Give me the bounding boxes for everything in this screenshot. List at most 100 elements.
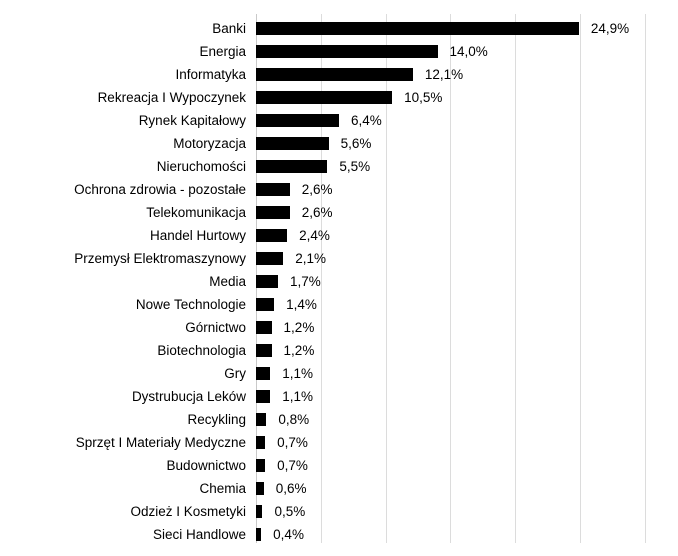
category-label: Rekreacja I Wypoczynek <box>97 90 246 105</box>
bar <box>256 367 271 380</box>
chart-row: Media 1,7% <box>0 270 678 293</box>
value-label: 0,6% <box>275 481 307 496</box>
value-label: 1,1% <box>282 389 314 404</box>
category-label: Rynek Kapitałowy <box>138 113 246 128</box>
bar-cell: 12,1% <box>256 63 678 86</box>
bar-cell: 2,6% <box>256 201 678 224</box>
chart-row: Energia 14,0% <box>0 40 678 63</box>
chart-row: Górnictwo 1,2% <box>0 316 678 339</box>
category-label: Handel Hurtowy <box>149 228 246 243</box>
value-label: 2,6% <box>301 205 333 220</box>
bar <box>256 22 579 35</box>
category-label: Sprzęt I Materiały Medyczne <box>75 435 246 450</box>
bar-cell: 0,6% <box>256 477 678 500</box>
chart-row: Motoryzacja 5,6% <box>0 132 678 155</box>
value-label: 2,6% <box>301 182 333 197</box>
chart-row: Telekomunikacja 2,6% <box>0 201 678 224</box>
value-label: 1,7% <box>290 274 321 289</box>
category-label: Dystrubucja Leków <box>131 389 246 404</box>
chart-row: Dystrubucja Leków 1,1% <box>0 385 678 408</box>
category-label: Nieruchomości <box>156 159 246 174</box>
chart-row: Przemysł Elektromaszynowy 2,1% <box>0 247 678 270</box>
bar <box>256 275 279 288</box>
bar-cell: 0,7% <box>256 454 678 477</box>
chart-row: Gry 1,1% <box>0 362 678 385</box>
value-label: 10,5% <box>404 90 443 105</box>
category-label: Informatyka <box>175 67 246 82</box>
chart-row: Handel Hurtowy 2,4% <box>0 224 678 247</box>
chart-row: Biotechnologia 1,2% <box>0 339 678 362</box>
bar <box>256 459 266 472</box>
value-label: 2,4% <box>299 228 330 243</box>
chart-row: Nieruchomości 5,5% <box>0 155 678 178</box>
chart-row: Sieci Handlowe 0,4% <box>0 523 678 546</box>
bar <box>256 206 290 219</box>
bar-cell: 1,1% <box>256 385 678 408</box>
chart-row: Sprzęt I Materiały Medyczne 0,7% <box>0 431 678 454</box>
category-label: Chemia <box>199 481 246 496</box>
category-label: Nowe Technologie <box>135 297 246 312</box>
bar <box>256 436 266 449</box>
bar-cell: 2,1% <box>256 247 678 270</box>
bar-cell: 0,8% <box>256 408 678 431</box>
bar <box>256 413 267 426</box>
value-label: 2,1% <box>295 251 326 266</box>
value-label: 0,8% <box>278 412 310 427</box>
category-label: Ochrona zdrowia - pozostałe <box>74 182 246 197</box>
bar <box>256 229 288 242</box>
gridline <box>515 14 517 543</box>
bar <box>256 321 272 334</box>
bar <box>256 482 264 495</box>
bar <box>256 68 413 81</box>
bar-cell: 0,4% <box>256 523 678 546</box>
bar-cell: 10,5% <box>256 86 678 109</box>
bar <box>256 91 393 104</box>
bar <box>256 505 263 518</box>
gridline <box>385 14 387 543</box>
gridline <box>580 14 582 543</box>
bar-cell: 5,5% <box>256 155 678 178</box>
category-label: Telekomunikacja <box>146 205 246 220</box>
bar <box>256 344 272 357</box>
bar <box>256 183 290 196</box>
value-label: 5,6% <box>340 136 372 151</box>
category-label: Odzież I Kosmetyki <box>130 504 246 519</box>
category-label: Przemysł Elektromaszynowy <box>74 251 246 266</box>
chart-row: Banki 24,9% <box>0 17 678 40</box>
bar <box>256 528 262 541</box>
category-label: Gry <box>224 366 246 381</box>
category-label: Motoryzacja <box>173 136 246 151</box>
category-label: Energia <box>199 44 246 59</box>
bar <box>256 160 328 173</box>
bar-cell: 14,0% <box>256 40 678 63</box>
bar-cell: 1,1% <box>256 362 678 385</box>
value-label: 5,5% <box>339 159 371 174</box>
value-label: 0,7% <box>277 435 308 450</box>
bar <box>256 45 438 58</box>
value-label: 14,0% <box>449 44 488 59</box>
chart-row: Chemia 0,6% <box>0 477 678 500</box>
value-label: 6,4% <box>350 113 382 128</box>
chart-row: Ochrona zdrowia - pozostałe 2,6% <box>0 178 678 201</box>
bar <box>256 298 275 311</box>
bar <box>256 252 284 265</box>
value-label: 0,4% <box>273 527 304 542</box>
bar-cell: 5,6% <box>256 132 678 155</box>
bar-cell: 1,4% <box>256 293 678 316</box>
value-label: 12,1% <box>424 67 464 82</box>
chart-row: Informatyka 12,1% <box>0 63 678 86</box>
bar-cell: 2,4% <box>256 224 678 247</box>
bar <box>256 114 339 127</box>
category-label: Górnictwo <box>185 320 246 335</box>
chart-row: Nowe Technologie 1,4% <box>0 293 678 316</box>
bar-cell: 2,6% <box>256 178 678 201</box>
chart-row: Recykling 0,8% <box>0 408 678 431</box>
gridline <box>320 14 322 543</box>
category-label: Recykling <box>187 412 246 427</box>
value-label: 1,2% <box>283 320 315 335</box>
category-label: Media <box>209 274 246 289</box>
gridline <box>450 14 452 543</box>
value-label: 0,5% <box>274 504 306 519</box>
category-label: Banki <box>212 21 246 36</box>
